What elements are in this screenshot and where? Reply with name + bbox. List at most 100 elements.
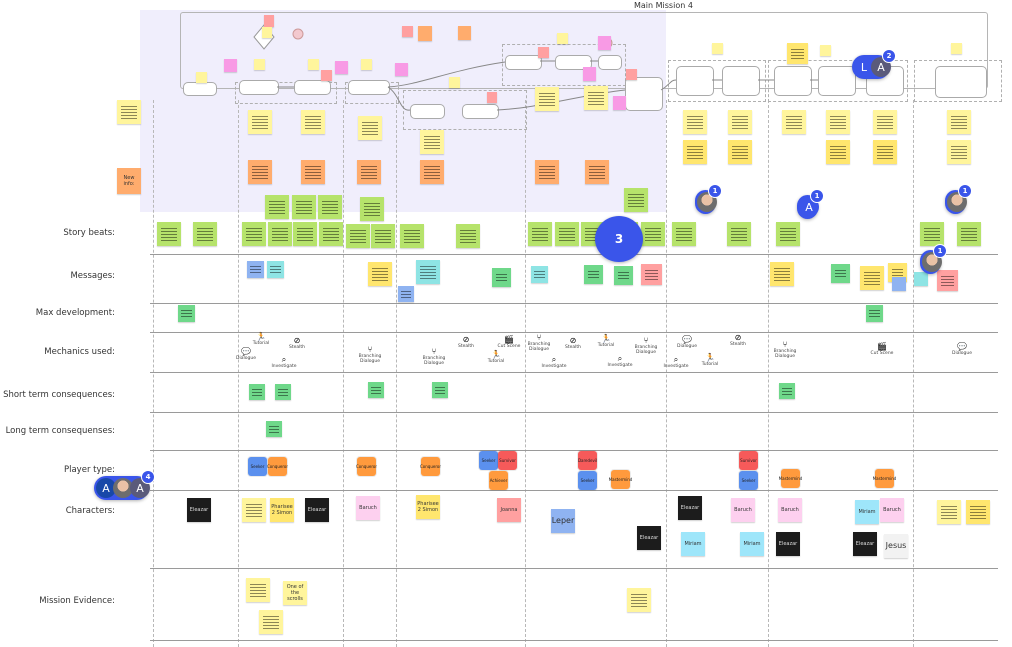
sticky-note-jesus[interactable]: Jesus	[884, 534, 908, 558]
sticky-note[interactable]	[246, 578, 270, 602]
sticky-note[interactable]	[318, 195, 342, 219]
sticky-note[interactable]	[947, 110, 971, 134]
sticky-note-new-info[interactable]: New info:	[117, 168, 141, 194]
sticky-note[interactable]	[224, 59, 237, 72]
sticky-note[interactable]	[275, 384, 291, 400]
player-type-tag[interactable]: Seeker	[248, 457, 267, 476]
sticky-note[interactable]	[641, 222, 665, 246]
sticky-note[interactable]	[400, 224, 424, 248]
flow-node[interactable]	[462, 104, 499, 119]
sticky-note[interactable]	[641, 264, 662, 285]
sticky-note[interactable]	[319, 222, 343, 246]
flow-node[interactable]	[555, 55, 592, 70]
mechanic-stealth[interactable]: ⊘ Stealth	[283, 336, 311, 350]
player-type-tag[interactable]: Conqueror	[267, 457, 288, 476]
player-type-tag[interactable]: Seeker	[578, 471, 597, 490]
sticky-note[interactable]	[418, 26, 432, 41]
sticky-note-miriam[interactable]: Miriam	[740, 532, 764, 556]
player-type-tag[interactable]: Conqueror	[356, 457, 377, 476]
sticky-note[interactable]	[402, 26, 413, 37]
mechanic-dialogue[interactable]: 💬 Dialogue	[948, 342, 976, 356]
sticky-note-pharisee2[interactable]: Pharisee 2 Simon	[416, 495, 440, 519]
sticky-note[interactable]	[193, 222, 217, 246]
sticky-note[interactable]	[535, 160, 559, 184]
sticky-note-pharisee1[interactable]: Pharisee 2 Simon	[270, 498, 294, 522]
flow-node[interactable]	[294, 80, 331, 95]
sticky-note[interactable]	[420, 160, 444, 184]
sticky-note[interactable]	[535, 87, 559, 111]
player-type-tag[interactable]: Seeker	[479, 451, 498, 470]
sticky-note[interactable]	[249, 384, 265, 400]
sticky-note[interactable]	[892, 277, 906, 291]
sticky-note-eleazar[interactable]: Eleazar	[776, 532, 800, 556]
sticky-note[interactable]	[259, 610, 283, 634]
sticky-note[interactable]	[301, 110, 325, 134]
mechanic-branching[interactable]: ⑂ Branching Dialogue	[420, 347, 448, 366]
sticky-note-miriam[interactable]: Miriam	[855, 500, 879, 524]
sticky-note[interactable]	[557, 33, 568, 44]
mechanic-stealth[interactable]: ⊘ Stealth	[724, 333, 752, 347]
flow-node[interactable]	[774, 66, 812, 96]
mechanic-tutorial[interactable]: 🏃 Tutorial	[247, 332, 275, 346]
sticky-note[interactable]	[820, 45, 831, 56]
sticky-note[interactable]	[358, 116, 382, 140]
sticky-note[interactable]	[598, 36, 611, 50]
sticky-note-baruch[interactable]: Baruch	[356, 496, 380, 520]
mechanic-dialogue[interactable]: 💬 Dialogue	[232, 347, 260, 361]
sticky-note[interactable]	[782, 110, 806, 134]
player-type-tag[interactable]: Mastermind	[779, 469, 802, 488]
player-type-tag[interactable]: Seeker	[739, 471, 758, 490]
mechanic-dialogue[interactable]: 💬 Dialogue	[673, 335, 701, 349]
sticky-note[interactable]	[683, 110, 707, 134]
sticky-note-eleazar[interactable]: Eleazar	[678, 496, 702, 520]
sticky-note[interactable]	[947, 140, 971, 164]
sticky-note[interactable]	[538, 47, 549, 58]
sticky-note[interactable]	[247, 261, 264, 278]
sticky-note[interactable]	[196, 72, 207, 83]
sticky-note[interactable]	[178, 305, 195, 322]
sticky-note[interactable]	[248, 160, 272, 184]
sticky-note[interactable]	[555, 222, 579, 246]
player-type-tag[interactable]: Mastermind	[873, 469, 896, 488]
collaborator-cursor[interactable]: 1	[920, 244, 947, 274]
sticky-note[interactable]	[672, 222, 696, 246]
sticky-note[interactable]	[266, 421, 282, 437]
sticky-note[interactable]	[957, 222, 981, 246]
mechanic-cutscene[interactable]: 🎬 Cut Scene	[868, 342, 896, 356]
sticky-note[interactable]	[335, 61, 348, 74]
flow-node[interactable]	[722, 66, 760, 96]
sticky-note-baruch[interactable]: Baruch	[778, 498, 802, 522]
sticky-note-leper[interactable]: Leper	[551, 509, 575, 533]
mechanic-investigate[interactable]: ⌕ Investigate	[606, 354, 634, 368]
player-type-tag[interactable]: Conqueror	[420, 457, 441, 476]
sticky-note-eleazar[interactable]: Eleazar	[637, 526, 661, 550]
sticky-note[interactable]	[371, 224, 395, 248]
sticky-note[interactable]	[321, 70, 332, 81]
sticky-note[interactable]	[614, 266, 633, 285]
sticky-note[interactable]	[626, 69, 637, 80]
flow-node[interactable]	[935, 66, 987, 98]
sticky-note-eleazar[interactable]: Eleazar	[853, 532, 877, 556]
mechanic-tutorial[interactable]: 🏃 Tutorial	[482, 350, 510, 364]
mechanic-stealth[interactable]: ⊘ Stealth	[559, 336, 587, 350]
sticky-note[interactable]	[308, 59, 319, 70]
sticky-note[interactable]	[873, 140, 897, 164]
mechanic-branching[interactable]: ⑂ Branching Dialogue	[525, 333, 553, 352]
sticky-note[interactable]	[937, 270, 958, 291]
sticky-note[interactable]	[951, 43, 962, 54]
sticky-note-baruch[interactable]: Baruch	[731, 498, 755, 522]
sticky-note[interactable]	[779, 383, 795, 399]
mechanic-stealth[interactable]: ⊘ Stealth	[452, 335, 480, 349]
mechanic-branching[interactable]: ⑂ Branching Dialogue	[356, 345, 384, 364]
sticky-note[interactable]	[416, 260, 440, 284]
sticky-note[interactable]	[584, 265, 603, 284]
user-avatar[interactable]: A	[96, 478, 116, 498]
sticky-note[interactable]	[712, 43, 723, 54]
sticky-note[interactable]	[583, 67, 596, 81]
sticky-note-miriam[interactable]: Miriam	[681, 532, 705, 556]
sticky-note[interactable]	[531, 266, 548, 283]
sticky-note[interactable]	[346, 224, 370, 248]
sticky-note[interactable]	[728, 140, 752, 164]
sticky-note[interactable]	[420, 130, 444, 154]
